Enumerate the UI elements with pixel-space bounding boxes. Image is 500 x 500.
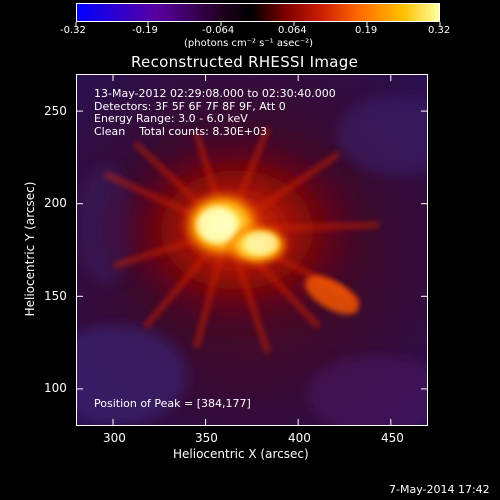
colorbar-tick-label: -0.19	[132, 25, 158, 36]
x-axis-label: Heliocentric X (arcsec)	[173, 447, 309, 461]
x-tick-label: 300	[103, 431, 126, 445]
x-tick-label: 400	[288, 431, 311, 445]
y-tick-label: 150	[44, 289, 67, 303]
info-line-time: 13-May-2012 02:29:08.000 to 02:30:40.000	[94, 87, 336, 100]
info-line-method: Clean Total counts: 8.30E+03	[94, 124, 268, 138]
colorbar-tick-label: 0.19	[355, 25, 378, 36]
plot-title: Reconstructed RHESSI Image	[131, 53, 359, 71]
x-tick-label: 450	[381, 431, 404, 445]
colorbar-tick-label: 0.32	[428, 25, 451, 36]
timestamp: 7-May-2014 17:42	[389, 483, 490, 496]
y-tick-label: 100	[44, 381, 67, 395]
colorbar-tick-label: 0.064	[278, 25, 307, 36]
info-line-energy: Energy Range: 3.0 - 6.0 keV	[94, 112, 248, 125]
info-line-detectors: Detectors: 3F 5F 6F 7F 8F 9F, Att 0	[94, 99, 286, 113]
colorbar-ticks: -0.32 -0.19 -0.064 0.064 0.19 0.32	[0, 22, 500, 36]
colorbar-tick-marks	[75, 22, 441, 26]
rhessi-image-panel	[76, 74, 428, 426]
colorbar-tick-label: -0.064	[202, 25, 235, 36]
x-tick-label: 350	[195, 431, 218, 445]
y-axis-label: Heliocentric Y (arcsec)	[23, 181, 37, 317]
rhessi-image	[77, 75, 427, 425]
y-tick-label: 250	[44, 104, 67, 118]
peak-position-label: Position of Peak = [384,177]	[94, 397, 251, 410]
y-tick-label: 200	[44, 196, 67, 210]
colorbar-tick-label: -0.32	[60, 25, 86, 36]
colorbar	[76, 3, 440, 22]
colorbar-unit-label: (photons cm⁻² s⁻¹ asec⁻²)	[184, 38, 314, 49]
observation-info: 13-May-2012 02:29:08.000 to 02:30:40.000…	[94, 87, 336, 138]
